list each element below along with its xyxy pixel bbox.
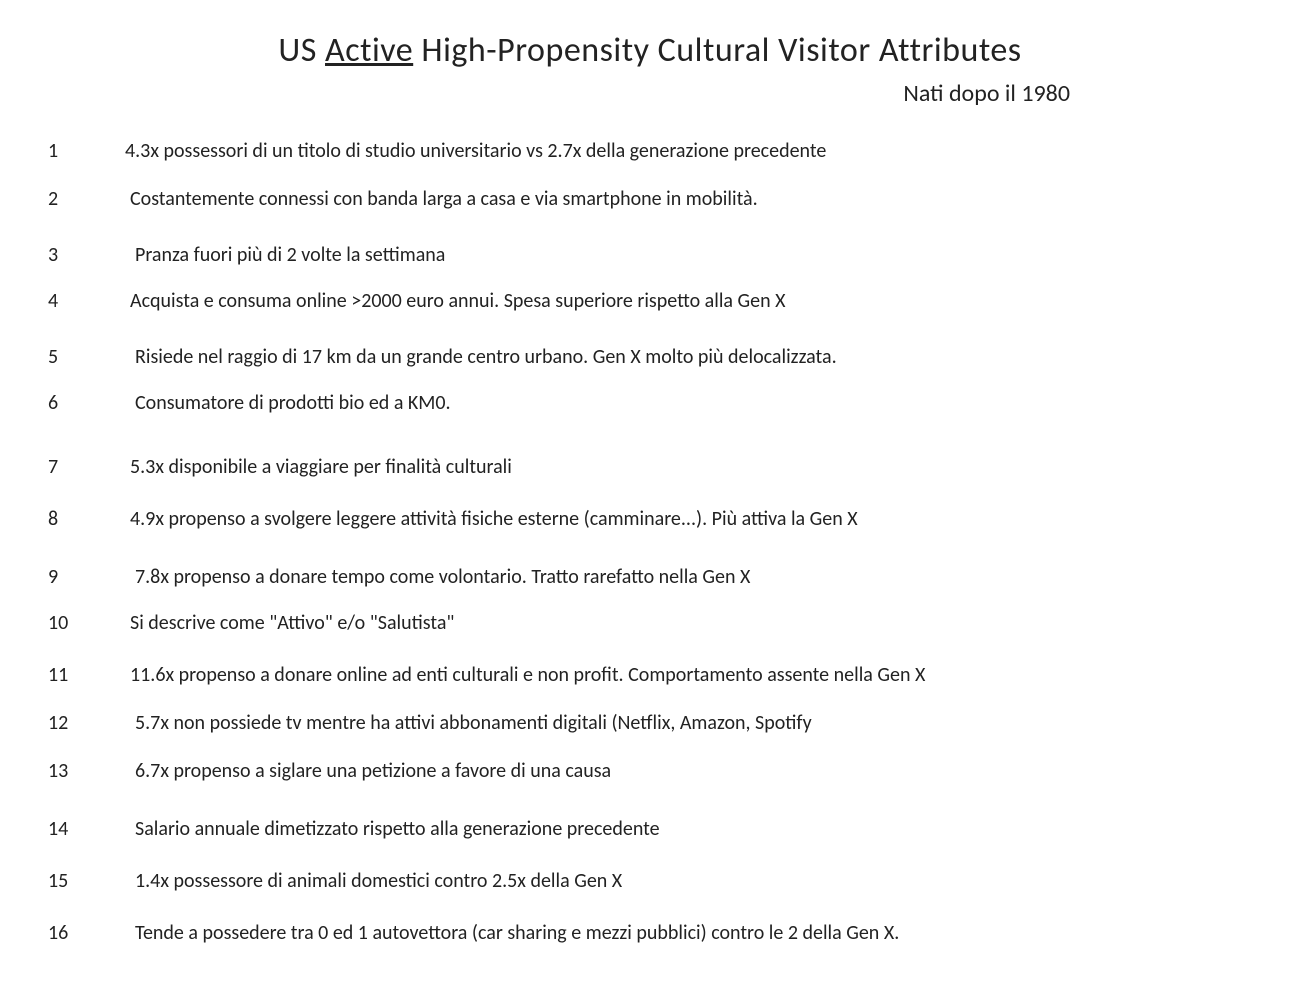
row-text: 4.9x propenso a svolgere leggere attivit… bbox=[95, 506, 1270, 532]
list-item: 5 Risiede nel raggio di 17 km da un gran… bbox=[40, 344, 1270, 370]
list-item: 16 Tende a possedere tra 0 ed 1 autovett… bbox=[40, 920, 1270, 946]
row-text: Si descrive come "Attivo" e/o "Salutista… bbox=[95, 610, 1270, 636]
row-text: Risiede nel raggio di 17 km da un grande… bbox=[95, 344, 1270, 370]
list-item: 1 4.3x possessori di un titolo di studio… bbox=[40, 138, 1270, 164]
row-number: 16 bbox=[40, 920, 95, 946]
row-number: 8 bbox=[40, 506, 95, 532]
row-number: 14 bbox=[40, 816, 95, 842]
list-item: 8 4.9x propenso a svolgere leggere attiv… bbox=[40, 506, 1270, 532]
row-text: Costantemente connessi con banda larga a… bbox=[95, 186, 1270, 212]
row-text: 5.3x disponibile a viaggiare per finalit… bbox=[95, 454, 1270, 480]
row-text: 6.7x propenso a siglare una petizione a … bbox=[95, 758, 1270, 784]
row-text: Consumatore di prodotti bio ed a KM0. bbox=[95, 390, 1270, 416]
subtitle: Nati dopo il 1980 bbox=[30, 79, 1270, 108]
row-text: Acquista e consuma online >2000 euro ann… bbox=[95, 288, 1270, 314]
list-item: 14 Salario annuale dimetizzato rispetto … bbox=[40, 816, 1270, 842]
row-number: 15 bbox=[40, 868, 95, 894]
row-number: 12 bbox=[40, 710, 95, 736]
row-text: 4.3x possessori di un titolo di studio u… bbox=[95, 138, 1270, 164]
row-text: Tende a possedere tra 0 ed 1 autovettora… bbox=[95, 920, 1270, 946]
row-number: 3 bbox=[40, 242, 95, 268]
row-number: 4 bbox=[40, 288, 95, 314]
list-item: 13 6.7x propenso a siglare una petizione… bbox=[40, 758, 1270, 784]
row-text: 11.6x propenso a donare online ad enti c… bbox=[95, 662, 1270, 688]
list-item: 10 Si descrive come "Attivo" e/o "Saluti… bbox=[40, 610, 1270, 636]
page-title: US Active High-Propensity Cultural Visit… bbox=[30, 30, 1270, 71]
row-number: 10 bbox=[40, 610, 95, 636]
list-item: 2 Costantemente connessi con banda larga… bbox=[40, 186, 1270, 212]
row-text: 7.8x propenso a donare tempo come volont… bbox=[95, 564, 1270, 590]
row-number: 7 bbox=[40, 454, 95, 480]
list-item: 9 7.8x propenso a donare tempo come volo… bbox=[40, 564, 1270, 590]
list-item: 7 5.3x disponibile a viaggiare per final… bbox=[40, 454, 1270, 480]
row-text: Pranza fuori più di 2 volte la settimana bbox=[95, 242, 1270, 268]
row-text: 5.7x non possiede tv mentre ha attivi ab… bbox=[95, 710, 1270, 736]
row-number: 6 bbox=[40, 390, 95, 416]
row-number: 13 bbox=[40, 758, 95, 784]
row-text: Salario annuale dimetizzato rispetto all… bbox=[95, 816, 1270, 842]
list-item: 6 Consumatore di prodotti bio ed a KM0. bbox=[40, 390, 1270, 416]
row-number: 5 bbox=[40, 344, 95, 370]
list-item: 15 1.4x possessore di animali domestici … bbox=[40, 868, 1270, 894]
list-item: 12 5.7x non possiede tv mentre ha attivi… bbox=[40, 710, 1270, 736]
attribute-list: 1 4.3x possessori di un titolo di studio… bbox=[30, 138, 1270, 946]
row-number: 9 bbox=[40, 564, 95, 590]
list-item: 4 Acquista e consuma online >2000 euro a… bbox=[40, 288, 1270, 314]
row-text: 1.4x possessore di animali domestici con… bbox=[95, 868, 1270, 894]
title-pre: US bbox=[278, 30, 325, 71]
title-underline: Active bbox=[325, 30, 413, 71]
list-item: 11 11.6x propenso a donare online ad ent… bbox=[40, 662, 1270, 688]
title-post: High-Propensity Cultural Visitor Attribu… bbox=[413, 30, 1021, 71]
row-number: 11 bbox=[40, 662, 95, 688]
row-number: 2 bbox=[40, 186, 95, 212]
list-item: 3 Pranza fuori più di 2 volte la settima… bbox=[40, 242, 1270, 268]
row-number: 1 bbox=[40, 138, 95, 164]
